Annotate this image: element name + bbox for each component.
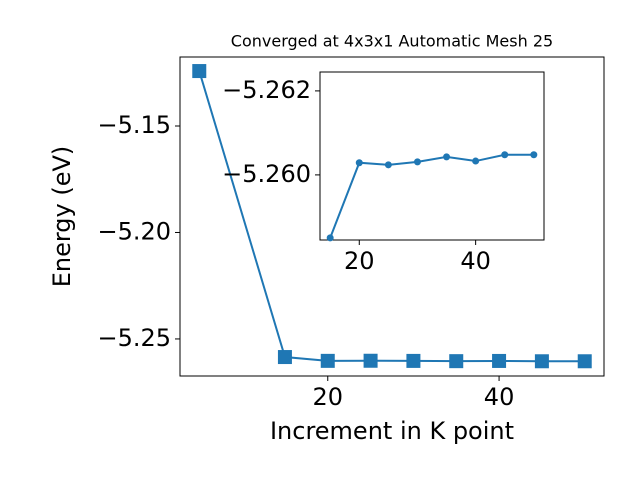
series-line (329, 153, 534, 239)
marker (472, 157, 480, 165)
marker (577, 354, 592, 369)
marker (320, 353, 335, 368)
x-tick-label: 20 (312, 383, 343, 411)
y-tick-label: −5.25 (97, 324, 171, 352)
y-axis-label: Energy (eV) (48, 146, 76, 288)
marker (449, 354, 464, 369)
marker (530, 151, 538, 159)
marker (192, 64, 207, 79)
x-tick-label: 20 (344, 247, 375, 275)
plot-area (319, 71, 545, 241)
marker (384, 161, 392, 169)
x-tick-label: 40 (460, 247, 491, 275)
marker (534, 354, 549, 369)
y-tick-label: −5.20 (97, 217, 171, 245)
marker (492, 353, 507, 368)
marker (443, 153, 451, 161)
marker (277, 350, 292, 365)
marker (363, 353, 378, 368)
x-axis-label: Increment in K point (270, 417, 514, 445)
chart-title: Converged at 4x3x1 Automatic Mesh 25 (231, 32, 553, 51)
marker (406, 353, 421, 368)
y-tick-label: −5.260 (222, 160, 311, 188)
y-tick-label: −5.15 (97, 111, 171, 139)
x-tick-label: 40 (484, 383, 515, 411)
marker (355, 159, 363, 167)
marker (413, 158, 421, 166)
y-tick-label: −5.262 (222, 76, 311, 104)
marker (326, 234, 334, 242)
marker (501, 151, 509, 159)
